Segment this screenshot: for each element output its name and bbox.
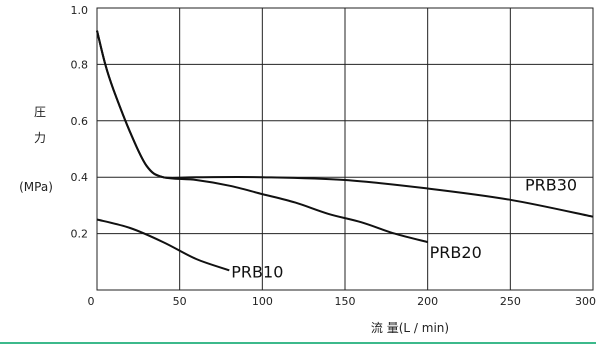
x-tick-label: 50 — [173, 295, 187, 308]
series-curves — [96, 30, 594, 272]
y-tick-label: 0.2 — [71, 228, 89, 241]
series-labels: PRB10 PRB20 PRB30 — [231, 175, 577, 281]
y-axis-label-top: 圧 — [34, 105, 46, 119]
x-tick-label: 100 — [252, 295, 273, 308]
y-axis-label-bottom: 力 — [34, 131, 46, 145]
gridlines — [97, 8, 593, 290]
x-axis-label: 流 量(L / min) — [371, 321, 449, 335]
series-line-prb30 — [96, 30, 594, 218]
x-tick-label: 200 — [417, 295, 438, 308]
y-tick-label: 0.8 — [71, 58, 89, 71]
y-tick-label: 1.0 — [71, 4, 89, 17]
x-tick-labels: 0 50 100 150 200 250 300 — [88, 295, 596, 308]
x-tick-label: 250 — [500, 295, 521, 308]
series-label-prb20: PRB20 — [430, 243, 482, 262]
x-tick-label: 0 — [88, 295, 95, 308]
y-tick-label: 0.6 — [71, 115, 89, 128]
x-tick-label: 150 — [335, 295, 356, 308]
y-tick-label: 0.4 — [71, 171, 89, 184]
series-label-prb30: PRB30 — [525, 175, 577, 194]
x-tick-label: 300 — [575, 295, 596, 308]
series-line-prb10 — [96, 218, 230, 272]
series-label-prb10: PRB10 — [231, 262, 283, 281]
y-tick-labels: 0.2 0.4 0.6 0.8 1.0 — [71, 4, 89, 241]
y-axis-unit: (MPa) — [19, 180, 53, 194]
